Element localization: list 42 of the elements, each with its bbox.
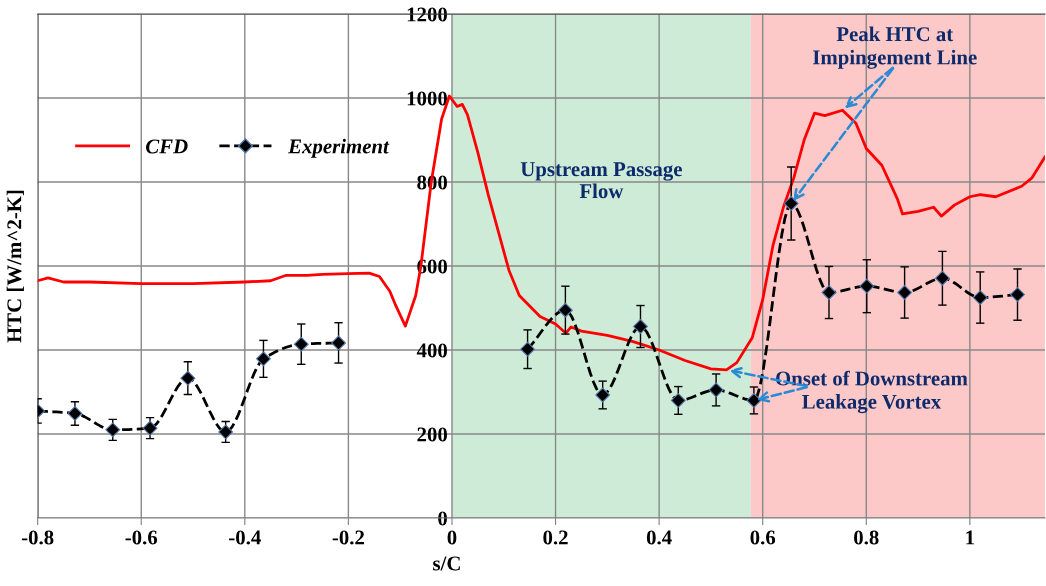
y-tick-label: 0 [438,511,448,526]
point [1010,287,1025,303]
point [708,382,724,398]
x-tick-label: -0.8 [21,530,54,545]
point [859,278,875,294]
point [293,336,309,352]
x-tick-label: 1 [966,530,974,545]
x-tick-label: 0.8 [854,530,879,545]
y-tick-label: 400 [416,343,448,358]
band-label: Upstream Passage Flow [520,162,682,199]
x-tick-label: -0.2 [332,530,364,545]
point [218,424,234,440]
point [821,285,837,300]
y-axis-title: HTC [W/m^2-K] [6,190,24,343]
y-tick-label: 1000 [407,91,448,106]
point [897,285,913,300]
point [180,370,196,386]
point [972,290,988,305]
x-tick-label: -0.6 [125,530,158,545]
x-tick-label: 0.4 [646,530,672,545]
legend-label: Experiment [287,138,390,158]
point [520,341,536,357]
point [783,196,799,211]
x-tick-label: 0.6 [750,530,776,545]
point [934,270,950,286]
annotation: Peak HTC at Impingement Line [813,26,977,69]
point [633,319,648,334]
y-tick-label: 200 [417,427,448,442]
x-tick-label: -0.4 [229,530,261,545]
point [331,335,346,351]
x-tick-label: 0.2 [543,530,568,545]
point [557,302,573,318]
point [105,422,121,438]
legend-label: CFD [146,139,188,154]
point [142,420,158,436]
point [670,393,686,408]
point [67,406,83,421]
point [595,387,611,403]
point [256,351,271,367]
x-axis-title: s/C [433,556,460,571]
point [746,393,762,408]
y-tick-label: 1200 [407,7,448,22]
